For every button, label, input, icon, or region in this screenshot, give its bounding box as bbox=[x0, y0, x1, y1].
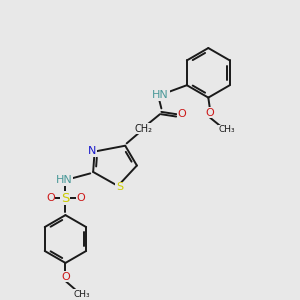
Text: S: S bbox=[116, 182, 123, 192]
Text: O: O bbox=[177, 109, 186, 119]
Text: S: S bbox=[61, 192, 70, 205]
Text: CH₃: CH₃ bbox=[73, 290, 90, 299]
Text: N: N bbox=[88, 146, 97, 156]
Text: O: O bbox=[76, 193, 85, 203]
Text: O: O bbox=[206, 108, 214, 118]
Text: O: O bbox=[46, 193, 55, 203]
Text: O: O bbox=[61, 272, 70, 282]
Text: CH₃: CH₃ bbox=[218, 125, 235, 134]
Text: HN: HN bbox=[56, 175, 72, 185]
Text: CH₂: CH₂ bbox=[134, 124, 152, 134]
Text: HN: HN bbox=[152, 90, 169, 100]
